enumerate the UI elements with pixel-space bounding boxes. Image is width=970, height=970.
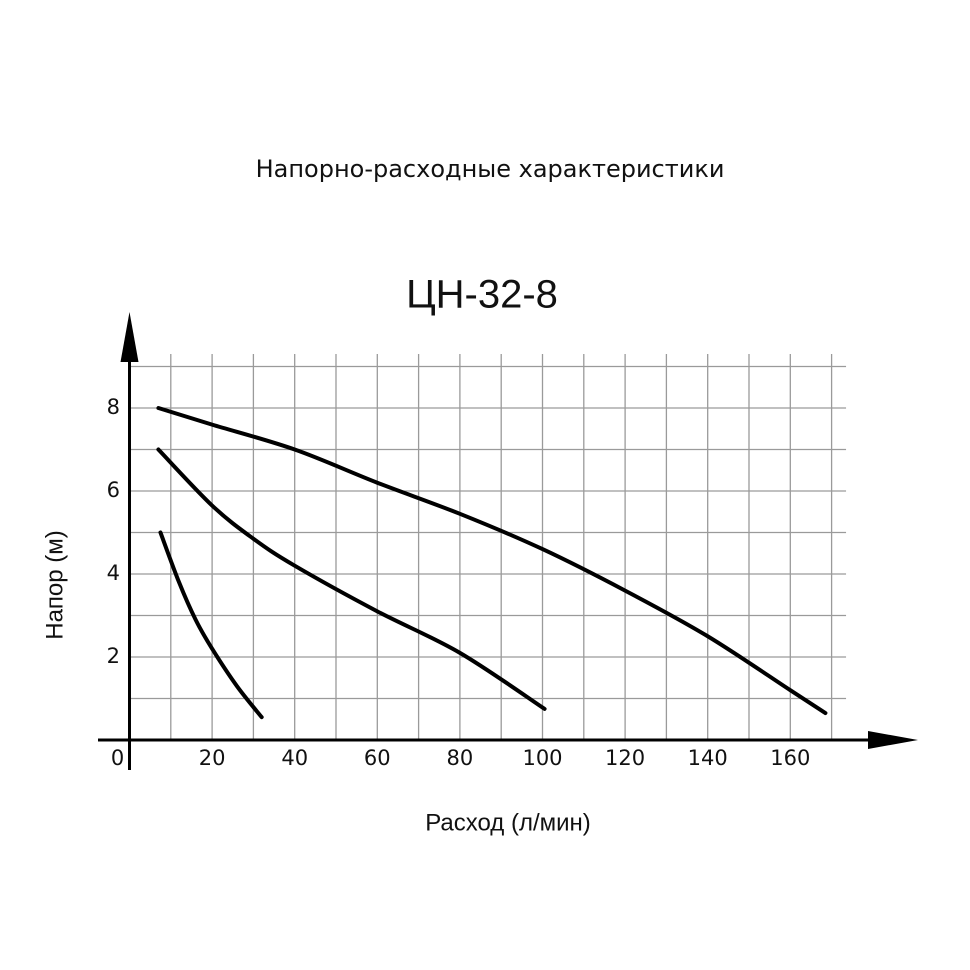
x-tick-label: 0 (111, 746, 124, 770)
y-tick-label: 6 (107, 478, 120, 502)
chart-subtitle: ЦН-32-8 (406, 273, 558, 317)
x-axis-arrow (868, 731, 918, 749)
curve (156, 406, 828, 716)
curve (158, 530, 264, 720)
x-tick-label: 80 (447, 746, 474, 770)
x-tick-label: 120 (605, 746, 645, 770)
x-tick-label: 100 (522, 746, 562, 770)
curve (156, 447, 547, 711)
chart-title: Напорно-расходные характеристики (256, 155, 725, 183)
x-tick-label: 60 (364, 746, 391, 770)
y-axis-label: Напор (м) (41, 530, 68, 640)
y-tick-label: 4 (107, 561, 120, 585)
y-tick-label: 2 (107, 644, 120, 668)
y-tick-label: 8 (107, 395, 120, 419)
x-tick-label: 160 (770, 746, 810, 770)
x-tick-label: 20 (199, 746, 226, 770)
x-tick-label: 40 (281, 746, 308, 770)
x-tick-label: 140 (688, 746, 728, 770)
x-axis-label: Расход (л/мин) (425, 809, 591, 836)
y-axis-arrow (120, 312, 139, 362)
